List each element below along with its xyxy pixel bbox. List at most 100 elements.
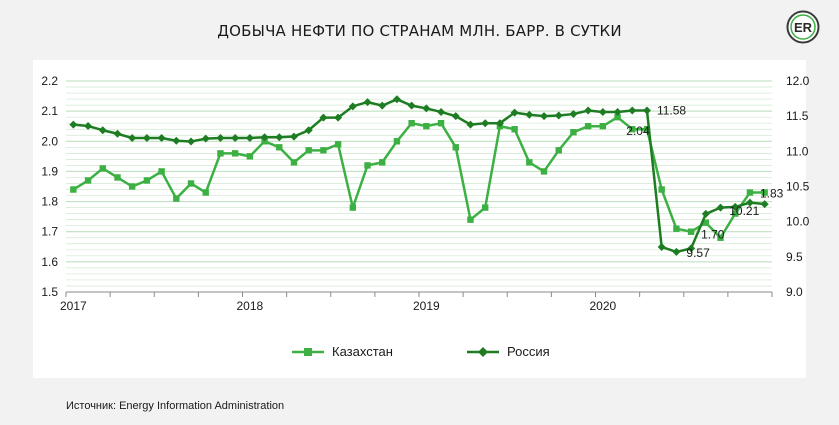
- y-left-tick-label: 2.2: [41, 74, 58, 88]
- point-russia: [187, 137, 196, 146]
- point-russia: [613, 107, 622, 116]
- data-label: 11.58: [657, 104, 686, 118]
- point-russia: [69, 120, 78, 129]
- legend-item-kazakhstan: Казахстан: [290, 344, 393, 359]
- point-kazakhstan: [99, 165, 106, 172]
- point-russia: [554, 111, 563, 120]
- point-kazakhstan: [687, 228, 695, 235]
- point-russia: [98, 126, 107, 135]
- chart-panel: [33, 60, 806, 378]
- x-tick-label: 2020: [590, 299, 617, 313]
- axes: 1.51.61.71.81.92.02.12.29.09.510.010.511…: [41, 74, 809, 313]
- point-kazakhstan: [540, 168, 548, 175]
- point-kazakhstan: [246, 153, 254, 160]
- legend-label-kazakhstan: Казахстан: [332, 344, 393, 359]
- y-left-tick-label: 1.9: [41, 164, 58, 178]
- point-kazakhstan: [437, 120, 445, 127]
- point-kazakhstan: [584, 123, 592, 130]
- point-kazakhstan: [349, 204, 357, 211]
- x-tick-label: 2019: [413, 299, 440, 313]
- point-kazakhstan: [334, 141, 342, 148]
- point-kazakhstan: [364, 162, 371, 169]
- point-kazakhstan: [231, 150, 239, 157]
- y-right-tick-label: 9.0: [786, 285, 803, 299]
- x-tick-label: 2018: [237, 299, 264, 313]
- data-label: 9.57: [686, 246, 710, 260]
- point-russia: [760, 200, 769, 209]
- point-russia: [216, 133, 225, 142]
- point-russia: [584, 106, 593, 115]
- y-right-tick-label: 11.0: [786, 144, 809, 158]
- point-kazakhstan: [643, 126, 651, 133]
- point-kazakhstan: [276, 144, 283, 151]
- point-russia: [716, 203, 725, 212]
- point-russia: [569, 110, 578, 119]
- y-right-tick-label: 12.0: [786, 74, 810, 88]
- point-russia: [84, 122, 93, 131]
- point-kazakhstan: [202, 189, 209, 196]
- point-kazakhstan: [379, 159, 386, 166]
- data-label: 2.04: [626, 124, 650, 138]
- source-note: Источник: Energy Information Administrat…: [66, 400, 285, 412]
- point-russia: [437, 107, 446, 116]
- data-label: 10.21: [729, 204, 759, 218]
- point-kazakhstan: [614, 113, 621, 121]
- point-russia: [672, 247, 681, 256]
- legend: Казахстан Россия: [290, 344, 590, 366]
- point-kazakhstan: [261, 138, 268, 145]
- point-kazakhstan: [217, 150, 224, 157]
- point-kazakhstan: [143, 177, 151, 184]
- er-logo-icon: ER: [786, 10, 820, 44]
- data-label: 1.83: [760, 187, 784, 201]
- legend-swatch-russia: [467, 346, 499, 357]
- point-russia: [481, 119, 490, 128]
- y-left-tick-label: 1.6: [41, 255, 58, 269]
- point-russia: [378, 101, 387, 110]
- legend-item-russia: Россия: [465, 344, 550, 359]
- series-layer: [69, 95, 769, 256]
- legend-label-russia: Россия: [507, 344, 550, 359]
- point-russia: [642, 106, 651, 115]
- point-russia: [128, 133, 137, 142]
- y-right-tick-label: 10.5: [786, 180, 810, 194]
- point-russia: [657, 242, 666, 251]
- point-kazakhstan: [423, 123, 430, 130]
- point-kazakhstan: [599, 123, 607, 130]
- y-left-tick-label: 1.7: [41, 225, 58, 239]
- point-kazakhstan: [467, 216, 474, 223]
- point-russia: [275, 133, 284, 142]
- point-kazakhstan: [158, 168, 165, 175]
- point-russia: [466, 120, 475, 129]
- point-kazakhstan: [481, 204, 489, 211]
- point-kazakhstan: [70, 186, 77, 193]
- point-russia: [687, 244, 696, 253]
- point-kazakhstan: [511, 126, 518, 133]
- point-kazakhstan: [732, 210, 739, 217]
- point-russia: [260, 133, 269, 142]
- point-kazakhstan: [393, 138, 401, 145]
- point-kazakhstan: [173, 195, 180, 202]
- point-russia: [745, 198, 754, 207]
- logo-text: ER: [794, 20, 813, 35]
- point-kazakhstan: [128, 183, 136, 190]
- x-tick-label: 2017: [60, 299, 87, 313]
- y-left-tick-label: 2.0: [41, 134, 58, 148]
- point-kazakhstan: [114, 174, 121, 181]
- y-left-tick-label: 1.5: [41, 285, 58, 299]
- data-label: 1.70: [701, 228, 725, 242]
- y-left-tick-label: 1.8: [41, 195, 58, 209]
- point-kazakhstan: [658, 186, 665, 193]
- point-kazakhstan: [570, 129, 577, 136]
- point-kazakhstan: [746, 189, 754, 196]
- y-right-tick-label: 10.0: [786, 215, 810, 229]
- y-left-tick-label: 2.1: [41, 104, 58, 118]
- legend-swatch-kazakhstan: [292, 347, 324, 356]
- point-russia: [304, 126, 313, 135]
- series-line-russia: [73, 98, 765, 254]
- point-russia: [628, 106, 637, 115]
- point-russia: [245, 133, 254, 142]
- point-russia: [422, 104, 431, 113]
- point-kazakhstan: [717, 234, 724, 241]
- y-right-tick-label: 11.5: [786, 109, 809, 123]
